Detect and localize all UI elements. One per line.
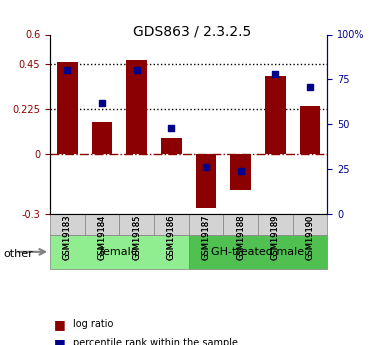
Text: GH-treated male: GH-treated male <box>211 247 305 257</box>
Bar <box>230 154 251 190</box>
Bar <box>161 138 182 154</box>
Point <box>99 100 105 106</box>
Point <box>272 71 278 77</box>
Text: GSM19185: GSM19185 <box>132 215 141 260</box>
Bar <box>50 214 85 235</box>
Bar <box>126 60 147 154</box>
Text: GSM19184: GSM19184 <box>97 215 107 260</box>
Bar <box>196 154 216 208</box>
Text: female: female <box>100 247 139 257</box>
Text: GSM19188: GSM19188 <box>236 215 245 260</box>
Point <box>238 168 244 174</box>
Bar <box>223 214 258 235</box>
Point <box>64 68 70 73</box>
Bar <box>265 76 286 154</box>
Bar <box>57 62 78 154</box>
Text: GSM19187: GSM19187 <box>201 215 211 260</box>
Text: other: other <box>4 249 33 258</box>
Bar <box>258 214 293 235</box>
Text: GSM19189: GSM19189 <box>271 215 280 260</box>
Bar <box>50 235 189 269</box>
Bar <box>85 214 119 235</box>
Bar <box>92 122 112 154</box>
Bar <box>189 214 223 235</box>
Bar <box>119 214 154 235</box>
Bar <box>293 214 327 235</box>
Text: GSM19190: GSM19190 <box>305 215 315 260</box>
Text: GSM19186: GSM19186 <box>167 215 176 260</box>
Text: GSM19183: GSM19183 <box>63 215 72 260</box>
Point <box>134 68 140 73</box>
Bar <box>154 214 189 235</box>
Text: GSM19184: GSM19184 <box>97 215 107 260</box>
Bar <box>189 235 327 269</box>
Point <box>307 84 313 89</box>
Text: GSM19189: GSM19189 <box>271 215 280 260</box>
Text: GSM19188: GSM19188 <box>236 215 245 260</box>
Text: ■: ■ <box>54 337 66 345</box>
Text: GSM19190: GSM19190 <box>305 215 315 260</box>
Text: GSM19185: GSM19185 <box>132 215 141 260</box>
Text: ■: ■ <box>54 318 66 331</box>
Text: log ratio: log ratio <box>73 319 114 329</box>
Point <box>168 125 174 130</box>
Text: GSM19183: GSM19183 <box>63 215 72 260</box>
Text: GSM19187: GSM19187 <box>201 215 211 260</box>
Point <box>203 165 209 170</box>
Bar <box>300 106 320 154</box>
Text: GDS863 / 2.3.2.5: GDS863 / 2.3.2.5 <box>133 24 252 38</box>
Text: GSM19186: GSM19186 <box>167 215 176 260</box>
Text: percentile rank within the sample: percentile rank within the sample <box>73 338 238 345</box>
